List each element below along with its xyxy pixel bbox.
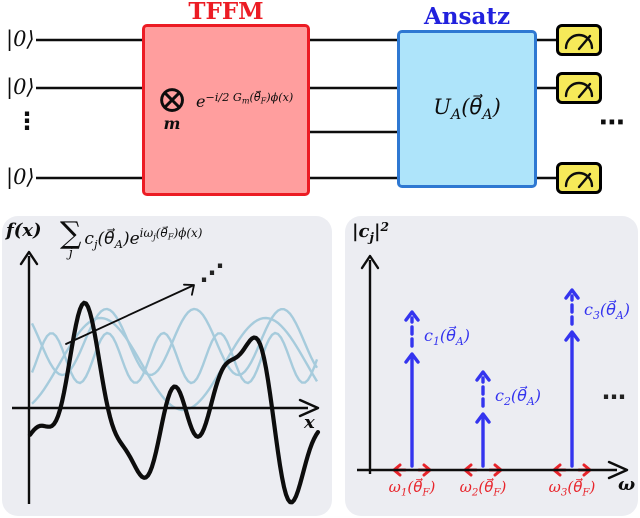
spectrum-ylabel: |cj|2 [352,220,390,245]
up-arrowhead-icon [404,352,420,364]
fourier-series-formula: ∑ j cj(θ⃗A)eiωj(θ⃗F)ϕ(x) [60,216,202,261]
coefficient: cj(θ⃗A)e [84,228,140,251]
spectrum-y-arrowhead-icon [360,254,380,270]
measurement-gate [556,72,602,104]
tensor-index: m [163,114,181,133]
series-term: cj(θ⃗A)eiωj(θ⃗F)ϕ(x) [84,226,202,251]
spike-layer [392,288,592,477]
ansatz-title: Ansatz [423,3,511,30]
gauge-arc [564,171,594,188]
background-wave [30,331,319,385]
gauge-needle [577,82,592,99]
tffm-formula: e−i/2 Gm(θ⃗F)ϕ(x) [196,91,293,111]
coefficient-label: c2(θ⃗A) [495,386,542,408]
frequency-label: ω1(θ⃗F) [388,478,436,499]
qubit-vdots: ⋮ [15,106,39,135]
sum-index: j [68,246,73,261]
spectrum-x-arrowhead-icon [607,460,629,480]
gauge-arc [564,33,594,50]
exp-exponent: −i/2 Gm(θ⃗F)ϕ(x) [205,91,294,106]
circuit-wires [36,38,560,180]
gauge-arc [564,81,594,98]
fx-y-arrowhead-icon [19,250,39,266]
measurement-gate [556,24,602,56]
target-function-curve [27,300,321,505]
spectrum-cdots: ⋯ [602,382,626,411]
qubit-label: |0⟩ [6,27,35,51]
spectrum-panel [345,216,638,516]
more-terms-arrow [65,285,193,345]
more-waves-dots: ⋰ [200,258,224,287]
spectrum-plot [357,254,629,480]
qubit-label: |0⟩ [6,75,35,99]
qubit-label: |0⟩ [6,165,35,189]
up-arrowhead-icon [475,412,491,424]
fx-xlabel: x [304,412,315,433]
meter-icon [564,33,594,51]
tensor-product: ⊗ m [151,80,193,132]
ansatz-formula: UA(θ⃗A) [433,95,501,123]
phase-exponent: iωj(θ⃗F)ϕ(x) [139,226,203,243]
more-terms-arrowhead-icon [183,283,195,296]
meter-icon [564,81,594,99]
spectrum-xlabel: ω [618,474,636,495]
tensor-product-icon: ⊗ [156,77,188,121]
fx-ylabel: f(x) [6,220,42,241]
background-wave [30,307,319,377]
coefficient-label: c1(θ⃗A) [424,326,471,348]
coefficient-label: c3(θ⃗A) [584,300,631,322]
fx-x-arrowhead-icon [298,398,320,418]
gauge-needle [577,172,592,189]
tffm-title: TFFM [188,0,264,25]
ansatz-box [397,30,537,188]
sum-symbol: ∑ [60,216,82,251]
fx-plot [12,250,321,505]
meter-icon [564,171,594,189]
sum-operator: ∑ j [60,216,82,261]
up-arrowhead-icon [475,370,491,382]
wave-layer [27,300,321,505]
frequency-label: ω2(θ⃗F) [459,478,507,499]
meter-cdots: ⋯ [599,108,627,138]
exp-base: e [196,92,206,112]
up-arrowhead-icon [564,330,580,342]
up-arrowhead-icon [564,288,580,300]
measurement-gate [556,162,602,194]
gauge-needle [577,34,592,51]
tffm-box [142,24,310,196]
frequency-label: ω3(θ⃗F) [548,478,596,499]
up-arrowhead-icon [404,310,420,322]
